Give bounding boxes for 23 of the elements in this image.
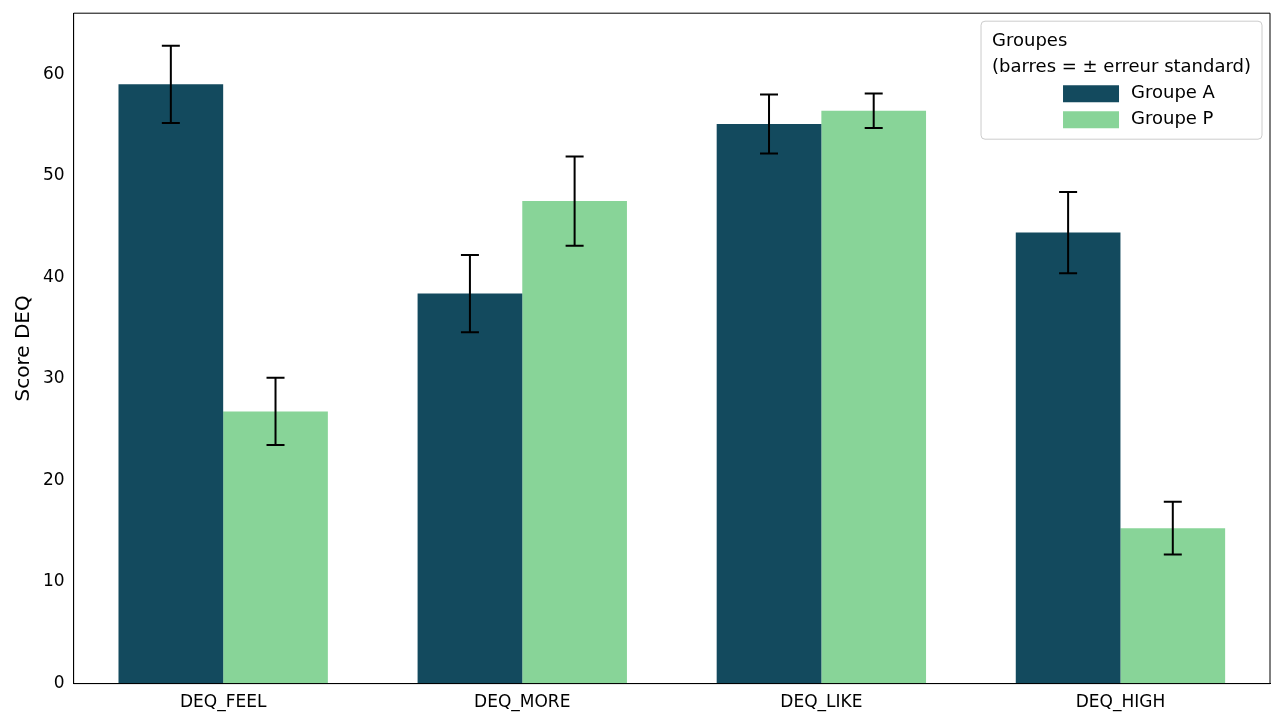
bar (223, 411, 328, 684)
y-tick-label: 60 (42, 62, 65, 83)
bar (417, 293, 523, 684)
bar (522, 201, 627, 684)
y-tick-label: 20 (42, 468, 65, 489)
bar (1015, 232, 1121, 684)
legend-label: Groupe A (1131, 80, 1216, 102)
x-tick-label: DEQ_FEEL (179, 691, 267, 713)
y-axis-title: Score DEQ (10, 295, 35, 402)
y-tick-label: 50 (42, 164, 65, 185)
legend-label: Groupe P (1131, 106, 1214, 128)
legend-title: Groupes (barres = ± erreur standard) (992, 28, 1252, 76)
x-tick-label: DEQ_MORE (474, 691, 571, 713)
x-tick-label: DEQ_HIGH (1075, 691, 1166, 713)
y-tick-label: 30 (42, 367, 65, 388)
y-tick-label: 40 (42, 265, 65, 286)
bar (118, 84, 224, 684)
bar (821, 110, 927, 684)
bar (1120, 528, 1226, 684)
x-tick-label: DEQ_LIKE (780, 691, 863, 713)
y-tick-label: 10 (42, 570, 65, 591)
y-tick-label: 0 (53, 672, 65, 693)
bar (716, 123, 822, 684)
